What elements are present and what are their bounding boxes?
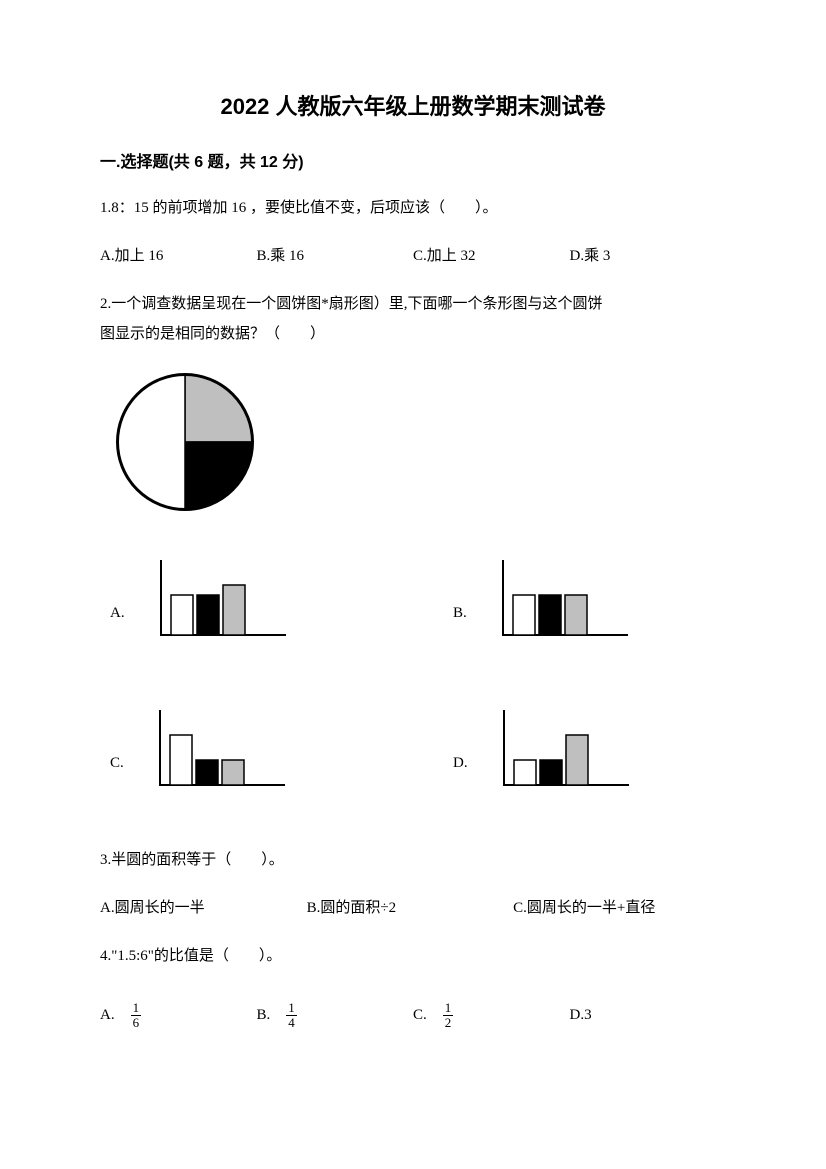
q1-option-d: D.乘 3: [570, 241, 727, 271]
q2-option-a: A.: [110, 555, 353, 655]
q3-option-b: B.圆的面积÷2: [307, 893, 514, 923]
bar-chart-c: [130, 705, 290, 805]
bar-chart-b: [473, 555, 633, 655]
q4-c-num: 1: [443, 1001, 454, 1015]
q4-d-letter: D.3: [570, 1004, 592, 1027]
q2-option-d: D.: [453, 705, 696, 805]
q4-b-den: 4: [286, 1015, 297, 1030]
q4-c-letter: C.: [413, 1004, 427, 1027]
q3-option-c: C.圆周长的一半+直径: [513, 893, 720, 923]
q1-options: A.加上 16 B.乘 16 C.加上 32 D.乘 3: [100, 241, 726, 271]
q2-line2: 图显示的是相同的数据？（ ）: [100, 326, 325, 342]
q3-option-a: A.圆周长的一半: [100, 893, 307, 923]
q4-option-d: D.3: [570, 1001, 727, 1031]
q2-line1: 2.一个调查数据呈现在一个圆饼图*扇形图）里,下面哪一个条形图与这个圆饼: [100, 296, 603, 312]
q1-option-c: C.加上 32: [413, 241, 570, 271]
q2-option-c-label: C.: [110, 752, 124, 775]
q4-a-den: 6: [131, 1015, 142, 1030]
fraction-icon: 1 6: [131, 1001, 142, 1031]
section-header: 一.选择题(共 6 题，共 12 分): [100, 151, 726, 175]
q2-option-a-label: A.: [110, 602, 125, 625]
pie-chart-svg: [110, 367, 260, 517]
q4-c-den: 2: [443, 1015, 454, 1030]
page-title: 2022 人教版六年级上册数学期末测试卷: [100, 90, 726, 123]
q4-option-b: B. 1 4: [257, 1001, 414, 1031]
q2-bar-options: A. B. C. D.: [100, 555, 726, 805]
fraction-icon: 1 4: [286, 1001, 297, 1031]
q4-b-letter: B.: [257, 1004, 271, 1027]
q4-text: 4."1.5:6"的比值是（ ）。: [100, 941, 726, 971]
q2-option-b-label: B.: [453, 602, 467, 625]
q2-text: 2.一个调查数据呈现在一个圆饼图*扇形图）里,下面哪一个条形图与这个圆饼 图显示…: [100, 289, 726, 349]
q1-text: 1.8：15 的前项增加 16 ，要使比值不变，后项应该（ ）。: [100, 193, 726, 223]
q4-options: A. 1 6 B. 1 4 C. 1 2 D.3: [100, 1001, 726, 1031]
q4-b-num: 1: [286, 1001, 297, 1015]
q2-pie-chart: [110, 367, 726, 525]
q1-option-a: A.加上 16: [100, 241, 257, 271]
q1-option-b: B.乘 16: [257, 241, 414, 271]
q2-option-c: C.: [110, 705, 353, 805]
bar-chart-d: [474, 705, 634, 805]
q3-options: A.圆周长的一半 B.圆的面积÷2 C.圆周长的一半+直径: [100, 893, 726, 923]
q4-option-c: C. 1 2: [413, 1001, 570, 1031]
q2-option-b: B.: [453, 555, 696, 655]
fraction-icon: 1 2: [443, 1001, 454, 1031]
bar-chart-a: [131, 555, 291, 655]
q4-option-a: A. 1 6: [100, 1001, 257, 1031]
q4-a-num: 1: [131, 1001, 142, 1015]
q4-a-letter: A.: [100, 1004, 115, 1027]
q2-option-d-label: D.: [453, 752, 468, 775]
q3-text: 3.半圆的面积等于（ ）。: [100, 845, 726, 875]
